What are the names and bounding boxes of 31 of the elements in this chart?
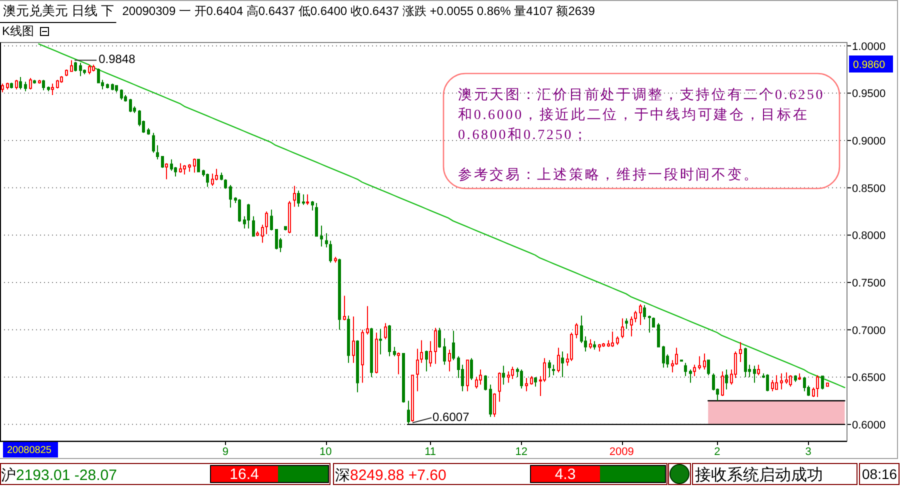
- annotation: 4.3: [554, 466, 576, 483]
- annotation: 0.9860: [849, 56, 893, 72]
- annotation: 16.4: [230, 466, 259, 483]
- y-tick-label: 0.8500: [852, 182, 886, 195]
- y-tick-label: 0.7000: [852, 324, 886, 337]
- x-tick-label: 2: [714, 446, 720, 458]
- annotation: 08:16: [862, 466, 898, 482]
- x-tick-label: 12: [515, 446, 528, 458]
- x-tick-label: 2009: [609, 446, 634, 458]
- y-tick-label: 0.7500: [852, 277, 886, 290]
- annotation: 参考交易：上述策略，维持一段时间不变。: [458, 168, 760, 183]
- y-tick-label: 0.6000: [852, 419, 886, 432]
- y-tick-label: 0.6500: [852, 372, 886, 384]
- x-tick-label: 10: [319, 446, 332, 458]
- x-tick-label: 11: [424, 446, 436, 458]
- annotation: 0.6007: [432, 410, 470, 424]
- annotation: K线图: [2, 24, 34, 38]
- y-tick-label: 0.9500: [852, 88, 886, 100]
- chart-subtitle: 20090309 一 开0.6404 高0.6437 低0.6400 收0.6437 涨跌 +0.0055 0.86% 量4107 额2639: [122, 4, 595, 18]
- annotation: 澳元天图：汇价目前处于调整，支持位有二个0.6250和0.6000，接近此二位，于中线均可建仓，目标在0.6800和0.7250；: [458, 88, 825, 143]
- x-tick-label: 3: [805, 446, 812, 458]
- annotation: 沪2193.01 -28.07: [1, 467, 117, 484]
- y-tick-label: 1.0000: [852, 40, 886, 53]
- annotation: 20080825: [3, 442, 58, 458]
- annotation: 深8249.88 +7.60: [335, 467, 446, 484]
- annotation: 0.9848: [98, 52, 136, 66]
- chart-title: 澳元兑美元 日线 下: [3, 3, 114, 18]
- x-tick-label: 9: [222, 446, 228, 458]
- y-tick-label: 0.9000: [852, 135, 886, 148]
- y-tick-label: 0.8000: [852, 230, 886, 242]
- annotation: 接收系统启动成功: [695, 467, 823, 484]
